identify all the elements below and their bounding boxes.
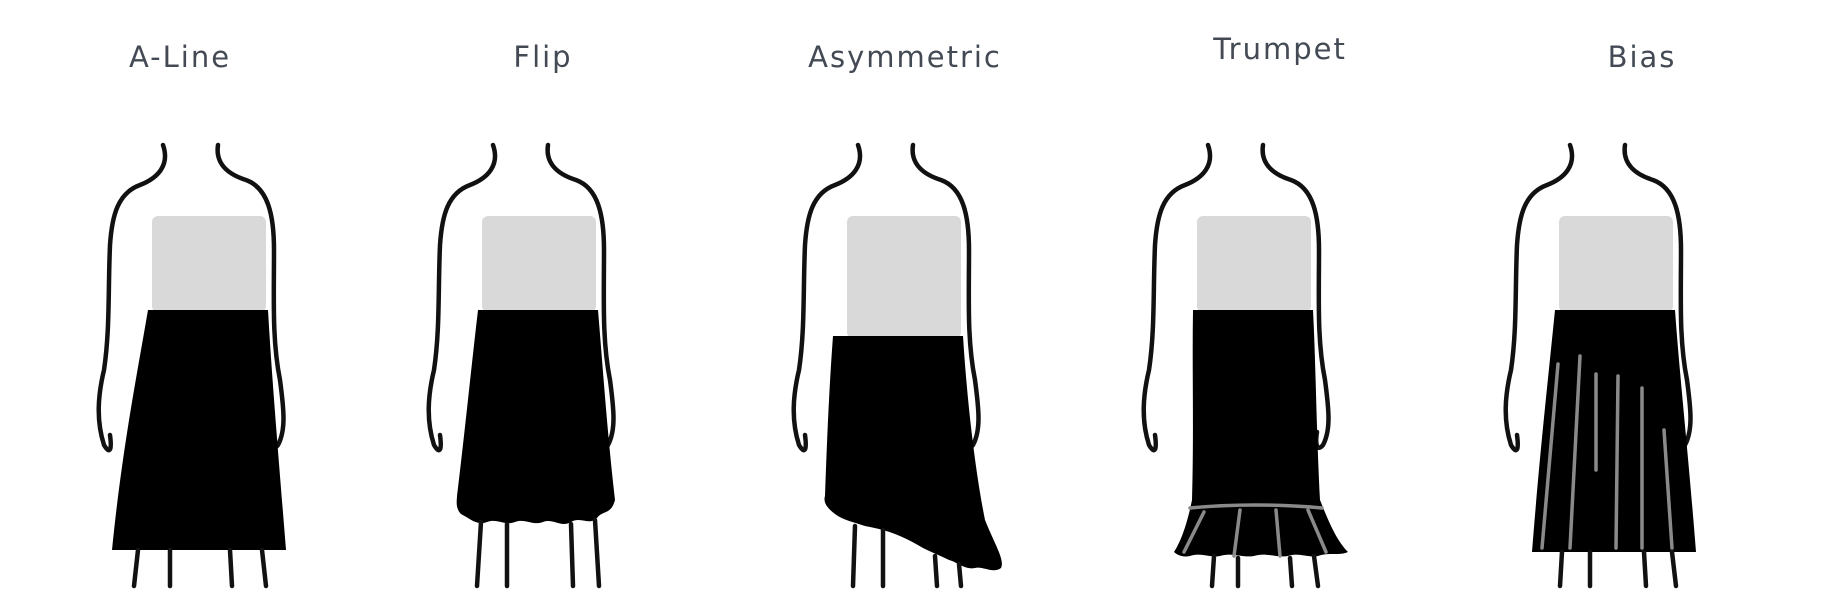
- skirt-style-flip: Flip: [393, 0, 693, 616]
- a-line-skirt-illustration: [96, 142, 286, 589]
- flip-skirt-illustration: [426, 142, 616, 589]
- asymmetric-skirt-illustration: [791, 142, 1002, 589]
- style-title: A-Line: [128, 40, 232, 74]
- skirt-style-a-line: A-Line: [30, 0, 330, 616]
- trumpet-skirt-illustration: [1141, 142, 1348, 589]
- skirt-style-asymmetric: Asymmetric: [755, 0, 1055, 616]
- bias-skirt-illustration: [1503, 142, 1696, 589]
- style-title: Asymmetric: [808, 40, 1002, 74]
- skirt-style-trumpet: Trumpet: [1130, 0, 1430, 616]
- style-title: Trumpet: [1213, 32, 1347, 66]
- skirt-style-bias: Bias: [1492, 0, 1792, 616]
- style-title: Flip: [513, 40, 573, 74]
- style-title: Bias: [1607, 40, 1677, 74]
